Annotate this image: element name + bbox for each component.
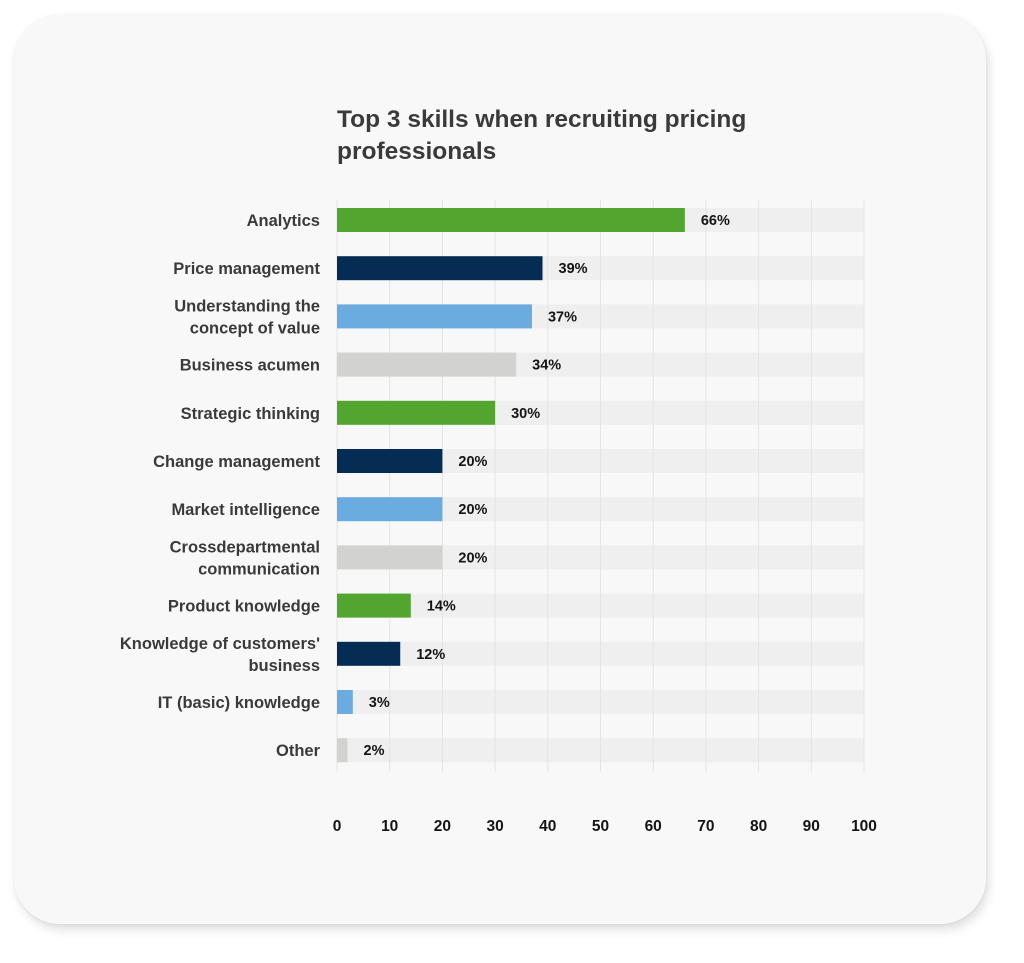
category-label: IT (basic) knowledge (158, 694, 320, 712)
category-label: Strategic thinking (181, 405, 320, 423)
x-tick-label: 90 (803, 818, 820, 835)
data-label: 12% (416, 647, 445, 663)
bar (337, 352, 517, 377)
bar (337, 690, 353, 714)
bar (337, 449, 443, 473)
data-label: 20% (458, 454, 487, 470)
x-tick-label: 80 (750, 818, 767, 835)
data-label: 3% (369, 695, 390, 711)
bar (337, 545, 443, 570)
category-label: Other (276, 742, 321, 760)
x-tick-label: 70 (697, 818, 714, 835)
x-tick-label: 100 (851, 818, 877, 835)
x-tick-label: 20 (434, 818, 451, 835)
data-label: 30% (511, 406, 540, 422)
chart-title: Top 3 skills when recruiting pricing pro… (337, 106, 747, 165)
x-tick-label: 40 (539, 818, 556, 835)
bar (337, 400, 496, 425)
data-label: 66% (701, 213, 730, 229)
data-label: 34% (532, 358, 561, 374)
category-label: Analytics (247, 212, 320, 230)
data-label: 2% (364, 743, 385, 759)
x-tick-label: 10 (381, 818, 398, 835)
category-label: Business acumen (180, 357, 320, 375)
data-label: 14% (427, 599, 456, 615)
bar (337, 497, 443, 522)
x-tick-label: 60 (645, 818, 662, 835)
data-label: 20% (458, 502, 487, 518)
data-label: 37% (548, 309, 577, 325)
category-label: Market intelligence (171, 501, 320, 519)
bar (337, 641, 401, 666)
category-label: Product knowledge (168, 598, 320, 616)
data-label: 20% (458, 550, 487, 566)
bar (337, 738, 348, 763)
bar (337, 256, 543, 281)
bar (337, 593, 411, 618)
category-label: Change management (153, 453, 320, 471)
bar (337, 208, 685, 232)
x-tick-label: 30 (486, 818, 503, 835)
category-label: Crossdepartmental communication (170, 538, 320, 578)
data-label: 39% (559, 261, 588, 277)
category-label: Knowledge of customers' business (120, 635, 320, 675)
category-label: Understanding the concept of value (174, 297, 320, 337)
category-label: Price management (173, 260, 320, 278)
x-tick-label: 0 (333, 818, 342, 835)
x-tick-label: 50 (592, 818, 609, 835)
bar (337, 304, 532, 329)
